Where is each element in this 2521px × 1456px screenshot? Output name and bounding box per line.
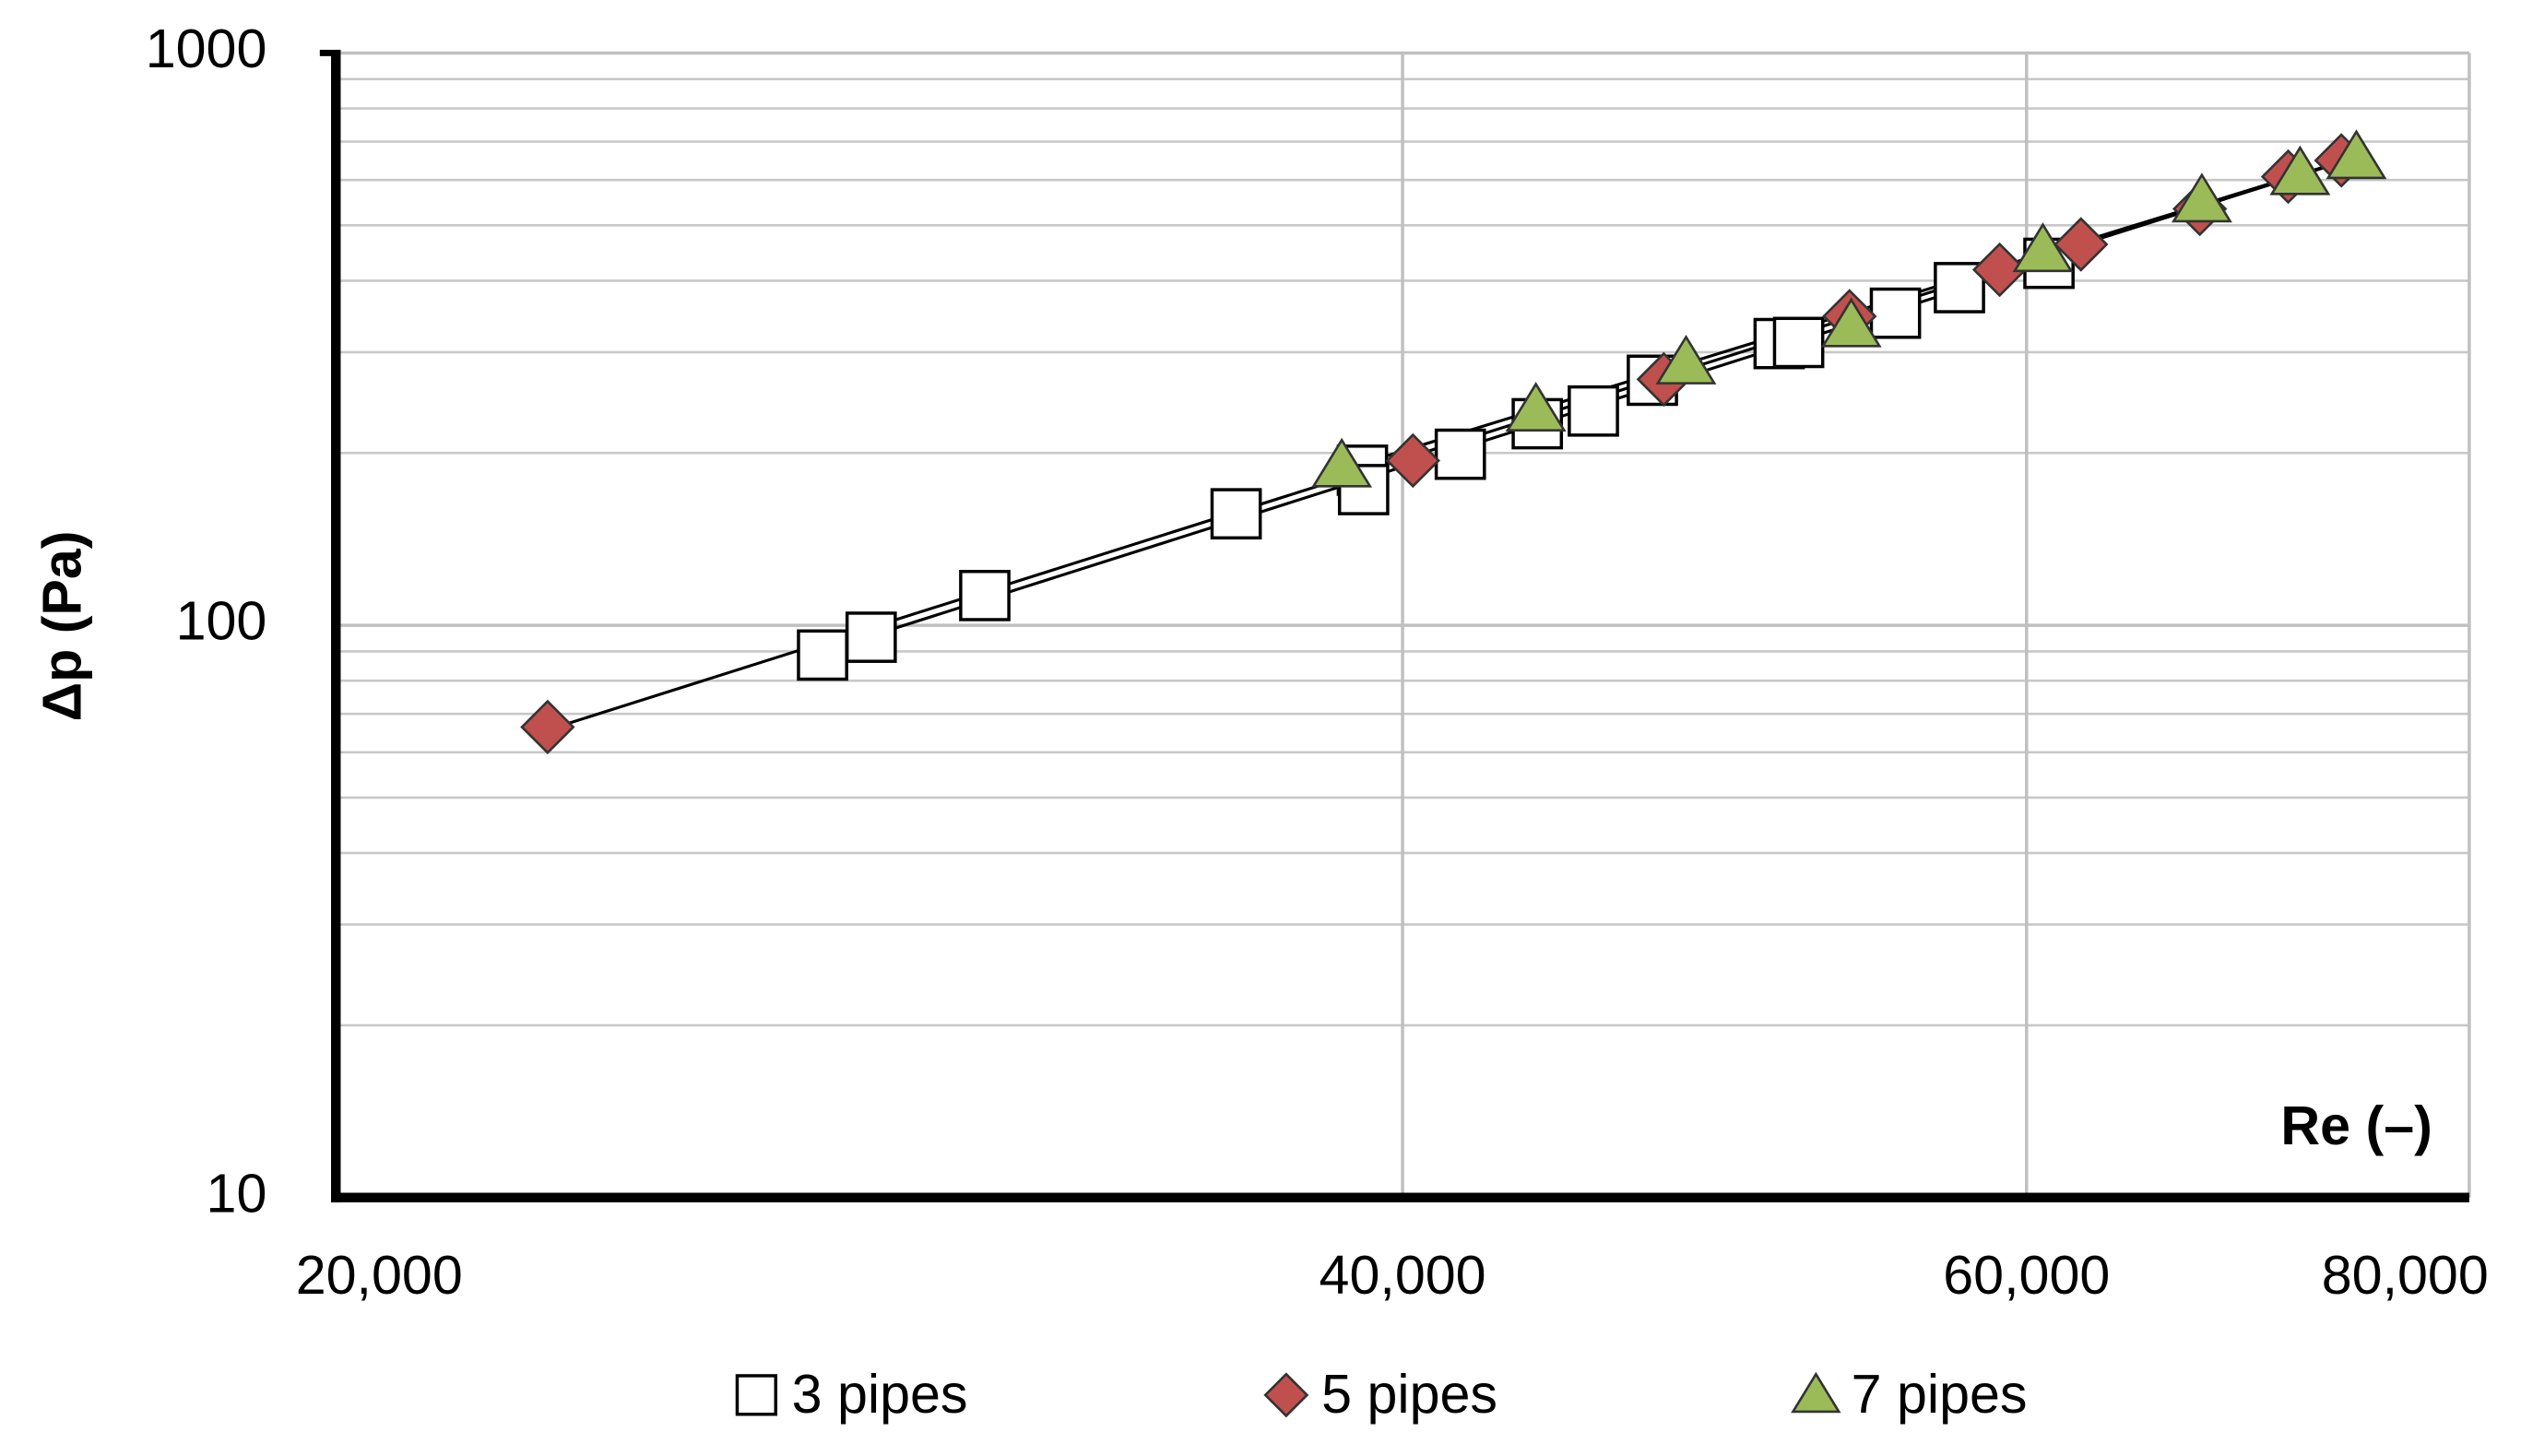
data-point [520,699,575,755]
legend-item: 3 pipes [792,1363,968,1425]
x-axis-label: Re (–) [2280,1095,2432,1156]
data-point [2053,217,2109,272]
data-point [1971,242,2028,298]
data-point [1655,334,1717,385]
data-point [1311,437,1373,488]
data-point [1869,287,1922,339]
legend-item: 5 pipes [1321,1363,1497,1425]
data-point [1505,382,1567,432]
y-tick-label: 10 [207,1162,267,1224]
data-point [1772,316,1825,369]
data-point [797,629,848,681]
grid [334,51,2471,1200]
legend-label: 5 pipes [1321,1363,1497,1425]
y-tick-label: 100 [176,590,267,652]
data-point [1210,488,1262,540]
data-point [2269,145,2331,195]
data-point [1568,385,1619,437]
legend-marker [1263,1372,1309,1418]
data-point [1434,428,1486,480]
legend-label: 3 pipes [792,1363,968,1425]
x-tick-label: 80,000 [2322,1244,2489,1306]
x-tick-label: 20,000 [296,1244,463,1306]
x-tick-label: 60,000 [1943,1244,2110,1306]
legend-label: 7 pipes [1852,1363,2028,1425]
data-point [845,611,897,663]
legend-marker [1791,1371,1841,1414]
data-point [2012,222,2074,273]
x-tick-label: 40,000 [1320,1244,1486,1306]
data-point [2171,172,2232,223]
data-point [1385,432,1440,489]
y-tick-label: 1000 [146,18,267,79]
legend-marker [735,1374,777,1416]
data-point [1820,297,1882,348]
legend-item: 7 pipes [1852,1363,2028,1425]
data-point [2326,129,2387,180]
y-axis-label: Δp (Pa) [30,530,92,721]
data-point [959,570,1011,621]
